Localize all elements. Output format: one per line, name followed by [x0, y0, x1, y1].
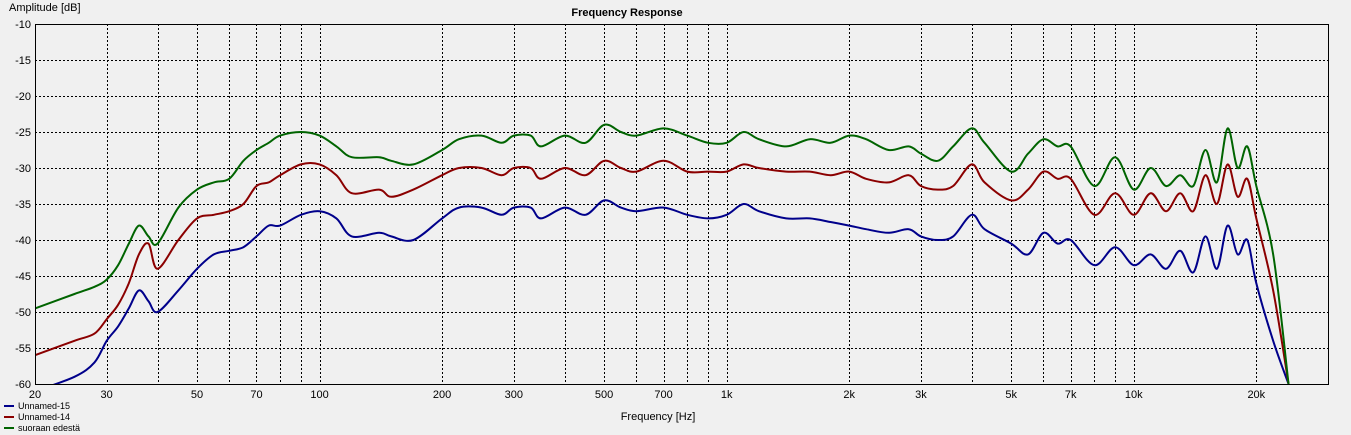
series-line-unnamed-14 — [35, 159, 1290, 384]
x-tick-label: 2k — [843, 389, 855, 401]
series-line-suoraan-edest- — [35, 123, 1290, 384]
legend-swatch — [4, 426, 14, 429]
x-tick-label: 700 — [654, 389, 672, 401]
y-tick-label: -25 — [15, 127, 31, 139]
y-tick-label: -55 — [15, 343, 31, 355]
x-axis-label: Frequency [Hz] — [621, 411, 696, 423]
y-tick-label: -30 — [15, 163, 31, 175]
legend-item: Unnamed-14 — [4, 411, 80, 422]
legend-item: Unnamed-15 — [4, 400, 80, 411]
series-line-unnamed-15 — [53, 199, 1290, 384]
y-tick-label: -45 — [15, 271, 31, 283]
x-tick-label: 300 — [505, 389, 523, 401]
y-tick-label: -40 — [15, 235, 31, 247]
legend-label: Unnamed-15 — [18, 400, 71, 411]
legend-swatch — [4, 404, 14, 407]
legend-swatch — [4, 415, 14, 418]
x-tick-label: 10k — [1125, 389, 1143, 401]
x-tick-label: 100 — [310, 389, 328, 401]
legend-label: Unnamed-14 — [18, 411, 71, 422]
legend-label: suoraan edestä — [18, 422, 81, 433]
y-tick-label: -20 — [15, 91, 31, 103]
x-tick-label: 50 — [191, 389, 203, 401]
y-tick-label: -10 — [15, 19, 31, 31]
x-tick-label: 20k — [1247, 389, 1265, 401]
x-tick-label: 3k — [915, 389, 927, 401]
x-tick-label: 70 — [250, 389, 262, 401]
x-tick-label: 7k — [1065, 389, 1077, 401]
plot-frame — [35, 24, 1329, 385]
legend-item: suoraan edestä — [4, 422, 80, 433]
x-tick-label: 5k — [1005, 389, 1017, 401]
x-tick-label: 1k — [721, 389, 733, 401]
x-tick-label: 200 — [433, 389, 451, 401]
legend: Unnamed-15 Unnamed-14 suoraan edestä — [4, 400, 80, 433]
y-tick-label: -15 — [15, 55, 31, 67]
chart-title: Frequency Response — [571, 7, 682, 19]
y-axis-label: Amplitude [dB] — [9, 2, 81, 14]
x-tick-label: 20 — [29, 389, 41, 401]
y-tick-label: -50 — [15, 307, 31, 319]
x-tick-label: 500 — [595, 389, 613, 401]
tick-labels: -60 -55 -50 -45 -40 -35 -30 -25 -20 -15 -10 20 30 50 7… — [15, 19, 1266, 401]
x-tick-label: 30 — [101, 389, 113, 401]
y-tick-label: -35 — [15, 199, 31, 211]
y-tick-label: -60 — [15, 379, 31, 391]
series-lines — [35, 123, 1290, 384]
grid — [35, 24, 1328, 384]
